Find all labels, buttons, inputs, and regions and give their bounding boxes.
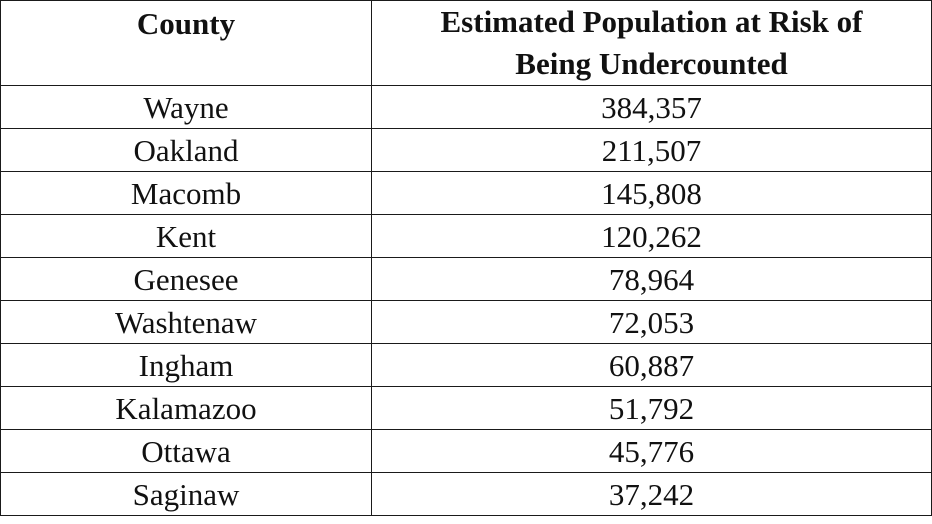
table-row: Ottawa 45,776 bbox=[0, 429, 932, 473]
population-cell: 51,792 bbox=[371, 386, 932, 430]
table-row: Oakland 211,507 bbox=[0, 128, 932, 172]
population-cell: 37,242 bbox=[371, 472, 932, 516]
population-cell: 211,507 bbox=[371, 128, 932, 172]
population-cell: 45,776 bbox=[371, 429, 932, 473]
population-header-line-2: Being Undercounted bbox=[515, 46, 788, 81]
table-row: Genesee 78,964 bbox=[0, 257, 932, 301]
table-row: Saginaw 37,242 bbox=[0, 472, 932, 516]
county-cell: Washtenaw bbox=[0, 300, 372, 344]
county-header-label: County bbox=[136, 6, 236, 41]
county-cell: Macomb bbox=[0, 171, 372, 215]
county-cell: Kent bbox=[0, 214, 372, 258]
table-header-row: County Estimated Population at Risk of B… bbox=[0, 0, 932, 86]
population-cell: 72,053 bbox=[371, 300, 932, 344]
county-cell: Wayne bbox=[0, 85, 372, 129]
population-cell: 60,887 bbox=[371, 343, 932, 387]
county-cell: Ingham bbox=[0, 343, 372, 387]
population-cell: 78,964 bbox=[371, 257, 932, 301]
population-column-header: Estimated Population at Risk of Being Un… bbox=[371, 0, 932, 86]
table-row: Macomb 145,808 bbox=[0, 171, 932, 215]
population-cell: 384,357 bbox=[371, 85, 932, 129]
county-cell: Oakland bbox=[0, 128, 372, 172]
table-row: Ingham 60,887 bbox=[0, 343, 932, 387]
county-cell: Saginaw bbox=[0, 472, 372, 516]
table-row: Kent 120,262 bbox=[0, 214, 932, 258]
county-column-header: County bbox=[0, 0, 372, 86]
county-cell: Ottawa bbox=[0, 429, 372, 473]
county-cell: Genesee bbox=[0, 257, 372, 301]
table-row: Kalamazoo 51,792 bbox=[0, 386, 932, 430]
table-row: Wayne 384,357 bbox=[0, 85, 932, 129]
population-cell: 120,262 bbox=[371, 214, 932, 258]
table-row: Washtenaw 72,053 bbox=[0, 300, 932, 344]
population-cell: 145,808 bbox=[371, 171, 932, 215]
county-cell: Kalamazoo bbox=[0, 386, 372, 430]
population-header-line-1: Estimated Population at Risk of bbox=[440, 4, 863, 39]
